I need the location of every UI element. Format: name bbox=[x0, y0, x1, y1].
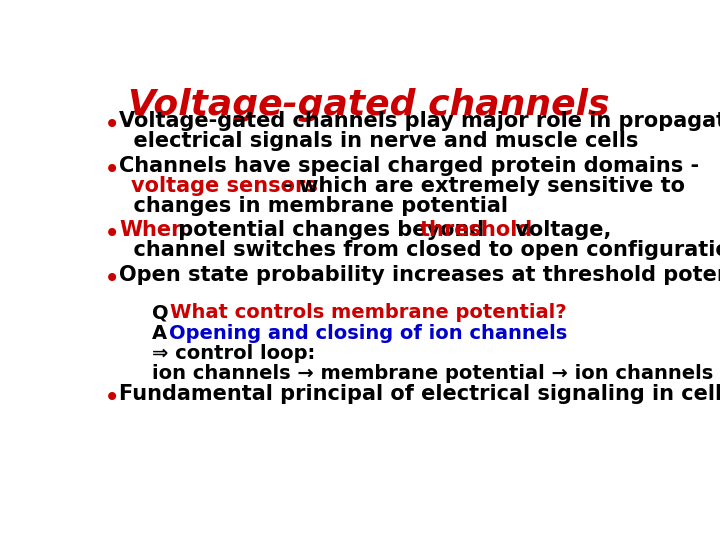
Text: Q: Q bbox=[152, 303, 176, 322]
Text: What controls membrane potential?: What controls membrane potential? bbox=[170, 303, 567, 322]
Text: A: A bbox=[152, 323, 174, 342]
Text: When: When bbox=[120, 220, 186, 240]
Text: Open state probability increases at threshold potential: Open state probability increases at thre… bbox=[120, 265, 720, 285]
Text: voltage,: voltage, bbox=[508, 220, 611, 240]
Text: Opening and closing of ion channels: Opening and closing of ion channels bbox=[169, 323, 567, 342]
Text: changes in membrane potential: changes in membrane potential bbox=[120, 195, 508, 215]
Text: - which are extremely sensitive to: - which are extremely sensitive to bbox=[276, 176, 685, 195]
Text: channel switches from closed to open configuration: channel switches from closed to open con… bbox=[120, 240, 720, 260]
Text: Voltage-gated channels: Voltage-gated channels bbox=[128, 88, 610, 122]
Text: •: • bbox=[104, 383, 120, 411]
Text: Fundamental principal of electrical signaling in cells: Fundamental principal of electrical sign… bbox=[120, 383, 720, 403]
Text: Channels have special charged protein domains -: Channels have special charged protein do… bbox=[120, 156, 700, 176]
Text: •: • bbox=[104, 220, 120, 248]
Text: potential changes beyond: potential changes beyond bbox=[171, 220, 492, 240]
Text: •: • bbox=[104, 111, 120, 139]
Text: electrical signals in nerve and muscle cells: electrical signals in nerve and muscle c… bbox=[120, 131, 639, 151]
Text: Voltage-gated channels play major role in propagating: Voltage-gated channels play major role i… bbox=[120, 111, 720, 131]
Text: •: • bbox=[104, 156, 120, 184]
Text: ion channels → membrane potential → ion channels: ion channels → membrane potential → ion … bbox=[152, 363, 714, 382]
Text: •: • bbox=[104, 265, 120, 293]
Text: ⇒ control loop:: ⇒ control loop: bbox=[152, 343, 315, 362]
Text: threshold: threshold bbox=[420, 220, 533, 240]
Text: voltage sensors: voltage sensors bbox=[131, 176, 318, 195]
